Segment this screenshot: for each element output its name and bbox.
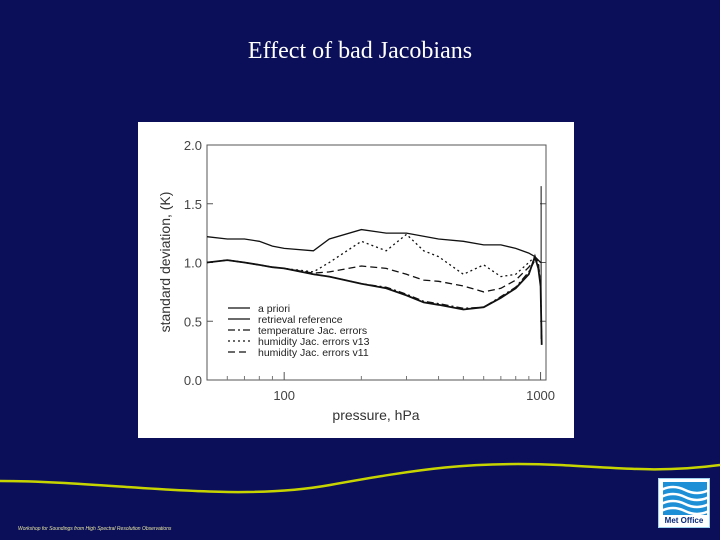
legend-label-2: retrieval reference (258, 314, 343, 326)
x-ticks: 100 1000 (226, 372, 555, 403)
series-line-1 (206, 228, 542, 263)
footer-text: Workshop for Soundings from High Spectra… (18, 526, 172, 532)
x-axis-label: pressure, hPa (332, 407, 419, 423)
x-tick-label: 100 (273, 388, 295, 403)
legend-label-1: a priori (258, 303, 290, 315)
y-axis-label: standard deviation, (K) (157, 192, 173, 333)
line-chart: 0.0 0.5 1.0 1.5 2.0 100 1000 a prioriretrieva… (157, 138, 555, 423)
chart-panel: 0.0 0.5 1.0 1.5 2.0 100 1000 a priori retrieva… (138, 122, 574, 438)
series-line-5 (206, 257, 542, 293)
wave-line (0, 462, 720, 494)
wave-logo-icon (663, 482, 707, 515)
x-tick-label: 1000 (526, 388, 555, 403)
legend-label-5: humidity Jac. errors v11 (258, 347, 369, 359)
series-line-4 (206, 233, 542, 287)
logo-text: Met Office (664, 516, 704, 525)
y-tick-label: 2.0 (184, 138, 202, 153)
y-tick-label: 1.5 (184, 197, 202, 212)
met-office-logo: Met Office (658, 478, 710, 528)
slide-title: Effect of bad Jacobians (247, 38, 473, 64)
y-tick-label: 0.0 (184, 373, 202, 388)
decorative-wave (0, 462, 720, 494)
y-tick-label: 1.0 (184, 256, 202, 271)
legend-label-3: temperature Jac. errors (258, 325, 367, 337)
series-lines (206, 186, 543, 345)
legend-label-4: humidity Jac. errors v13 (258, 336, 370, 348)
series-line-3 (206, 258, 543, 345)
y-ticks: 0.0 0.5 1.0 1.5 2.0 (184, 138, 546, 388)
y-tick-label: 0.5 (184, 314, 202, 329)
